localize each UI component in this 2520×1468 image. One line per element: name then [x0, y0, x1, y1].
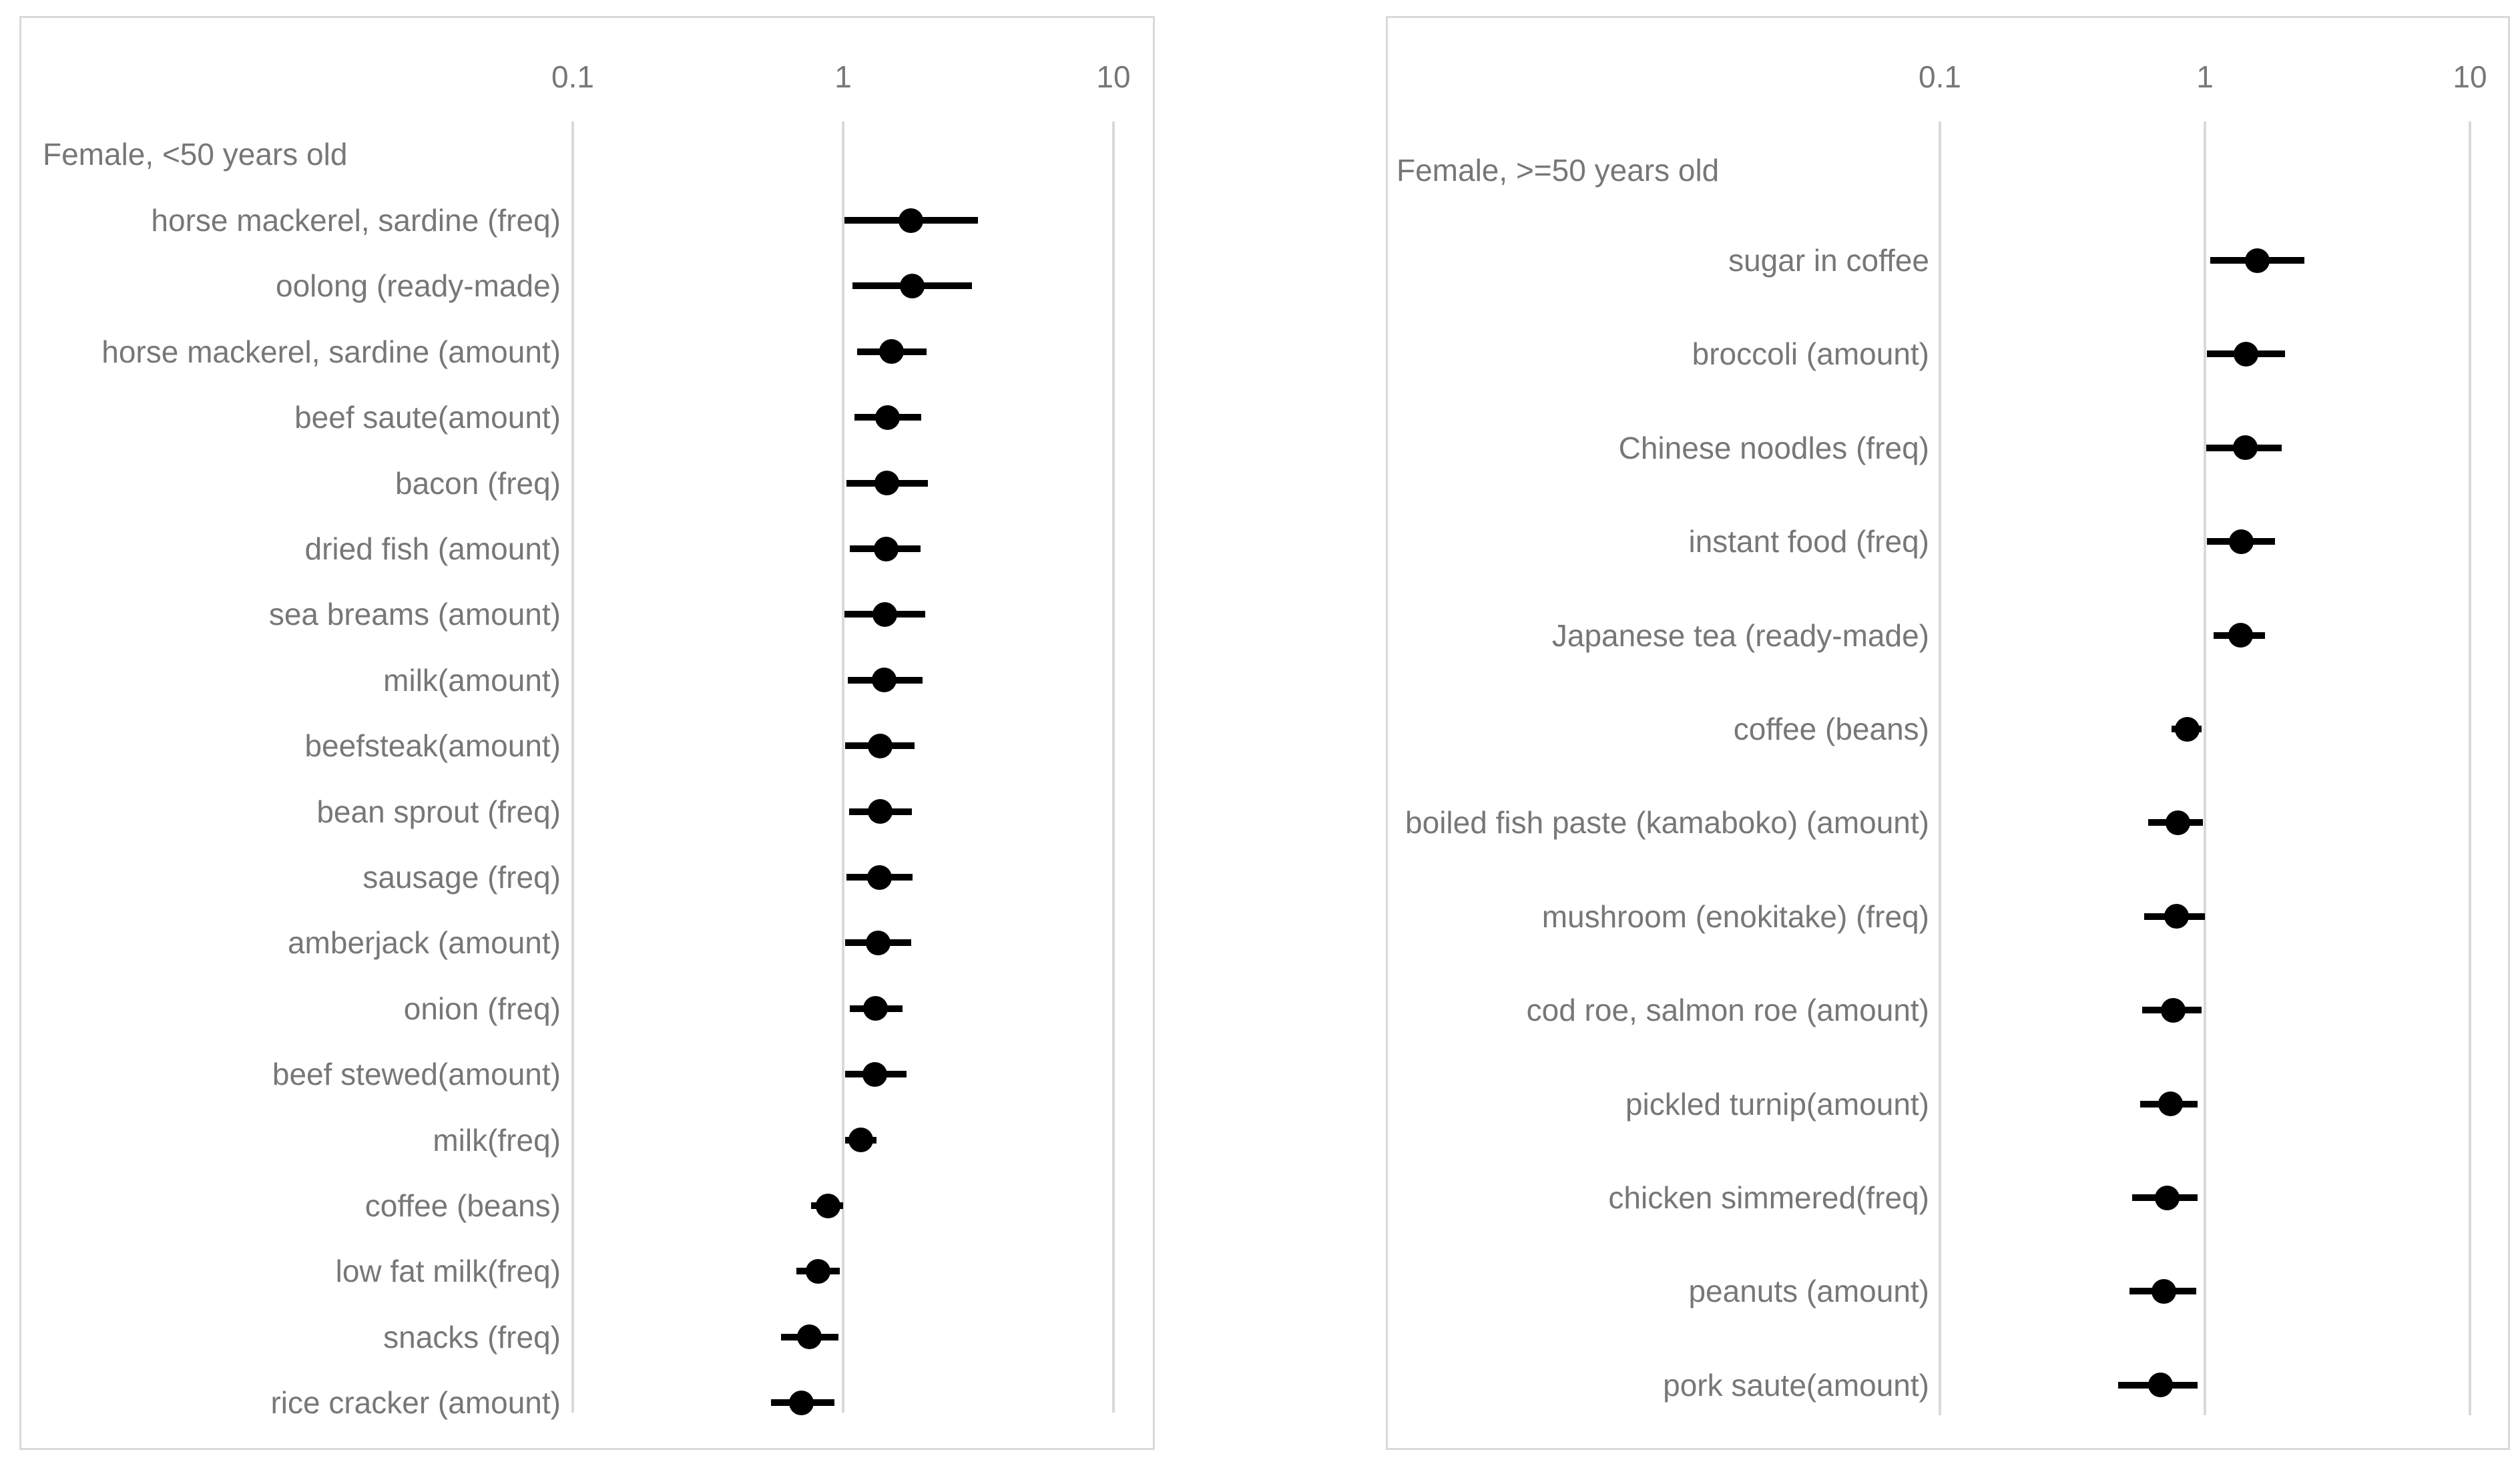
- point-marker: [866, 865, 892, 890]
- row-label: coffee (beans): [364, 1188, 561, 1223]
- row-label: snacks (freq): [383, 1319, 561, 1355]
- row-label: peanuts (amount): [1688, 1274, 1929, 1309]
- x-axis-tick-label: 0.1: [1919, 59, 1961, 94]
- row-label: milk(freq): [433, 1122, 561, 1158]
- chart-group-title: Female, <50 years old: [43, 137, 348, 172]
- x-axis-tick-label: 10: [1096, 59, 1131, 94]
- row-label: sugar in coffee: [1728, 243, 1929, 278]
- row-label: pickled turnip(amount): [1625, 1086, 1929, 1122]
- row-label: coffee (beans): [1733, 712, 1929, 746]
- point-marker: [2158, 1091, 2183, 1117]
- axis-gridline: [2204, 121, 2206, 1415]
- point-marker: [866, 930, 891, 955]
- row-label: mushroom (enokitake) (freq): [1541, 899, 1929, 934]
- point-marker: [898, 208, 923, 233]
- row-label: beefsteak(amount): [304, 728, 561, 764]
- row-label: oolong (ready-made): [275, 268, 561, 304]
- axis-gridline: [1112, 121, 1115, 1413]
- chart-group-title: Female, >=50 years old: [1397, 153, 1720, 188]
- point-marker: [875, 405, 901, 430]
- row-label: bean sprout (freq): [316, 794, 561, 829]
- point-marker: [2175, 716, 2200, 742]
- point-marker: [2161, 997, 2186, 1023]
- point-marker: [862, 1061, 887, 1087]
- row-label: broccoli (amount): [1692, 336, 1929, 372]
- row-label: horse mackerel, sardine (freq): [151, 203, 561, 238]
- axis-gridline: [571, 121, 574, 1413]
- row-label: low fat milk(freq): [335, 1254, 561, 1289]
- x-axis-tick-label: 1: [2196, 59, 2214, 94]
- axis-gridline: [2469, 121, 2471, 1415]
- x-axis-tick-label: 0.1: [551, 59, 594, 94]
- row-label: instant food (freq): [1688, 524, 1929, 559]
- row-label: dried fish (amount): [304, 531, 561, 566]
- point-marker: [2165, 810, 2190, 835]
- row-label: sea breams (amount): [268, 597, 561, 632]
- row-label: onion (freq): [403, 991, 561, 1026]
- row-label: sausage (freq): [362, 860, 561, 895]
- point-marker: [2152, 1278, 2176, 1304]
- point-marker: [816, 1193, 840, 1218]
- point-marker: [2228, 529, 2254, 554]
- x-axis-tick-label: 1: [834, 59, 852, 94]
- row-label: amberjack (amount): [287, 925, 561, 961]
- axis-gridline: [1939, 121, 1941, 1415]
- row-label: beef stewed(amount): [272, 1057, 561, 1092]
- x-axis-tick-label: 10: [2453, 59, 2487, 94]
- point-marker: [2245, 248, 2270, 273]
- row-label: Japanese tea (ready-made): [1551, 618, 1929, 653]
- row-label: chicken simmered(freq): [1608, 1180, 1929, 1215]
- point-marker: [863, 996, 889, 1021]
- point-marker: [2228, 623, 2253, 648]
- row-label: horse mackerel, sardine (amount): [101, 334, 561, 369]
- point-marker: [796, 1324, 822, 1350]
- row-label: milk(amount): [383, 662, 561, 698]
- point-marker: [899, 273, 925, 298]
- row-label: cod roe, salmon roe (amount): [1526, 993, 1929, 1028]
- point-marker: [872, 668, 897, 693]
- row-label: bacon (freq): [395, 465, 561, 501]
- point-marker: [872, 601, 898, 627]
- point-marker: [878, 339, 904, 364]
- point-marker: [848, 1128, 873, 1153]
- point-marker: [874, 471, 899, 496]
- point-marker: [873, 536, 899, 561]
- point-marker: [2164, 904, 2189, 929]
- chart-panel-right: [1386, 16, 2510, 1450]
- point-marker: [788, 1390, 814, 1415]
- row-label: Chinese noodles (freq): [1618, 430, 1929, 465]
- row-label: beef saute(amount): [294, 400, 561, 435]
- point-marker: [2154, 1185, 2180, 1210]
- point-marker: [2148, 1373, 2173, 1398]
- point-marker: [806, 1258, 831, 1284]
- row-label: rice cracker (amount): [270, 1385, 561, 1421]
- chart-panel-left: [19, 16, 1155, 1450]
- point-marker: [2234, 341, 2259, 366]
- point-marker: [867, 733, 893, 758]
- point-marker: [867, 799, 893, 824]
- row-label: pork saute(amount): [1663, 1367, 1929, 1403]
- row-label: boiled fish paste (kamaboko) (amount): [1405, 805, 1929, 840]
- point-marker: [2232, 435, 2258, 461]
- axis-gridline: [842, 121, 844, 1413]
